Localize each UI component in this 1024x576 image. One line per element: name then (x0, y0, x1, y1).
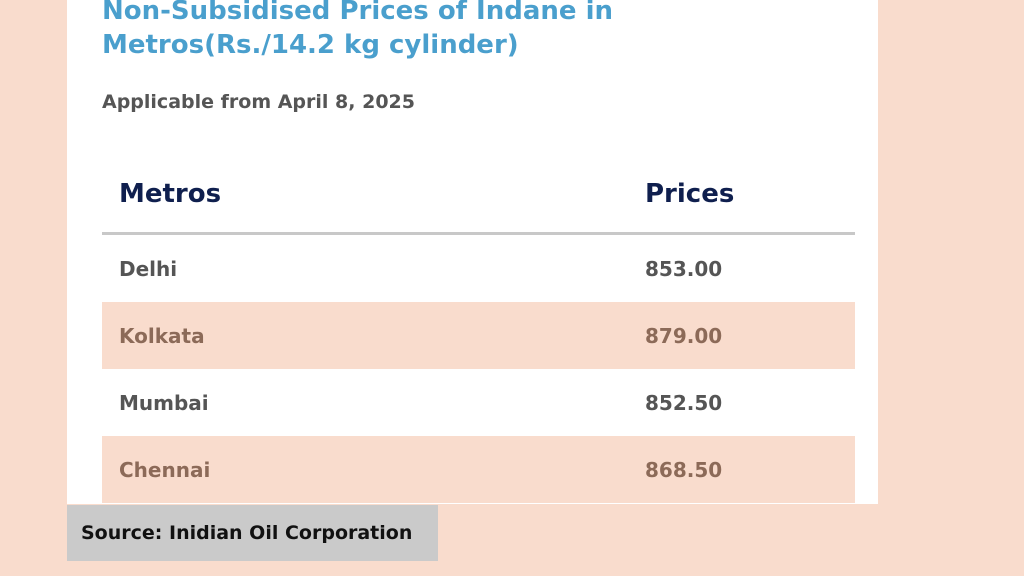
applicable-date: Applicable from April 8, 2025 (102, 91, 415, 113)
page-title: Non-Subsidised Prices of Indane in Metro… (102, 0, 613, 60)
table-row: Delhi 853.00 (102, 234, 855, 303)
column-header-metros: Metros (102, 156, 628, 235)
price-card: Non-Subsidised Prices of Indane in Metro… (67, 0, 878, 504)
metro-cell: Mumbai (119, 390, 209, 415)
price-table: Metros Prices Delhi 853.00 Kolkata 879.0… (102, 156, 855, 503)
price-cell: 853.00 (645, 256, 723, 281)
metro-cell: Delhi (119, 256, 178, 281)
price-cell: 868.50 (628, 436, 855, 503)
table-header-row: Metros Prices (102, 156, 855, 235)
metro-cell: Chennai (102, 436, 628, 503)
column-header-prices: Prices (628, 156, 855, 235)
table-row: Kolkata 879.00 (102, 302, 855, 369)
table-row: Chennai 868.50 (102, 436, 855, 503)
table-row: Mumbai 852.50 (102, 369, 855, 436)
metro-cell: Kolkata (102, 302, 628, 369)
price-cell: 852.50 (645, 390, 723, 415)
source-caption: Source: Inidian Oil Corporation (67, 505, 438, 561)
price-cell: 879.00 (628, 302, 855, 369)
